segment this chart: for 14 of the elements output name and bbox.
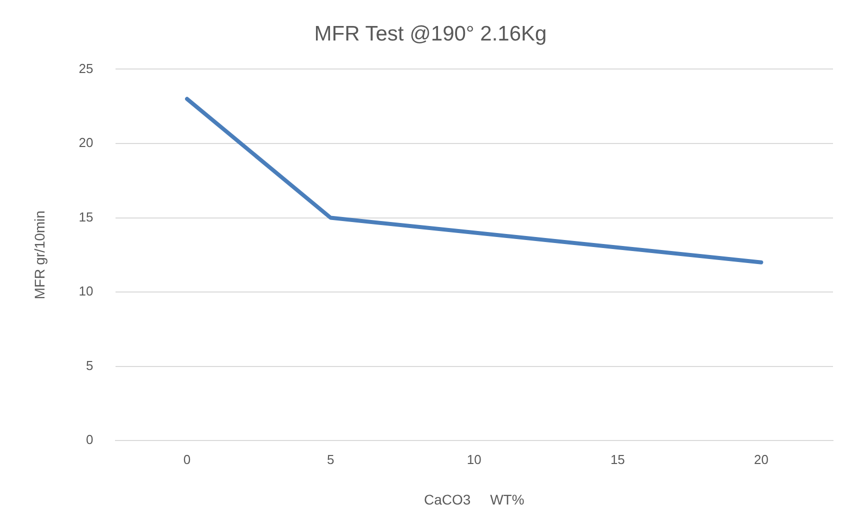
- x-tick-label: 20: [754, 452, 768, 467]
- y-axis-title: MFR gr/10min: [31, 210, 48, 300]
- x-tick-label: 0: [183, 452, 191, 467]
- x-tick-label: 5: [326, 452, 334, 467]
- y-tick-label: 10: [78, 284, 94, 299]
- x-tick-label: 15: [610, 452, 625, 467]
- y-tick-label: 0: [86, 432, 94, 448]
- y-tick-label: 25: [78, 60, 94, 76]
- y-tick-label: 5: [86, 358, 94, 373]
- x-axis-title: CaCO3 WT%: [424, 491, 524, 508]
- y-tick-label: 20: [78, 135, 94, 150]
- chart-title: MFR Test @190° 2.16Kg: [314, 22, 547, 46]
- y-tick-label: 15: [78, 209, 94, 224]
- x-tick-label: 10: [466, 452, 482, 467]
